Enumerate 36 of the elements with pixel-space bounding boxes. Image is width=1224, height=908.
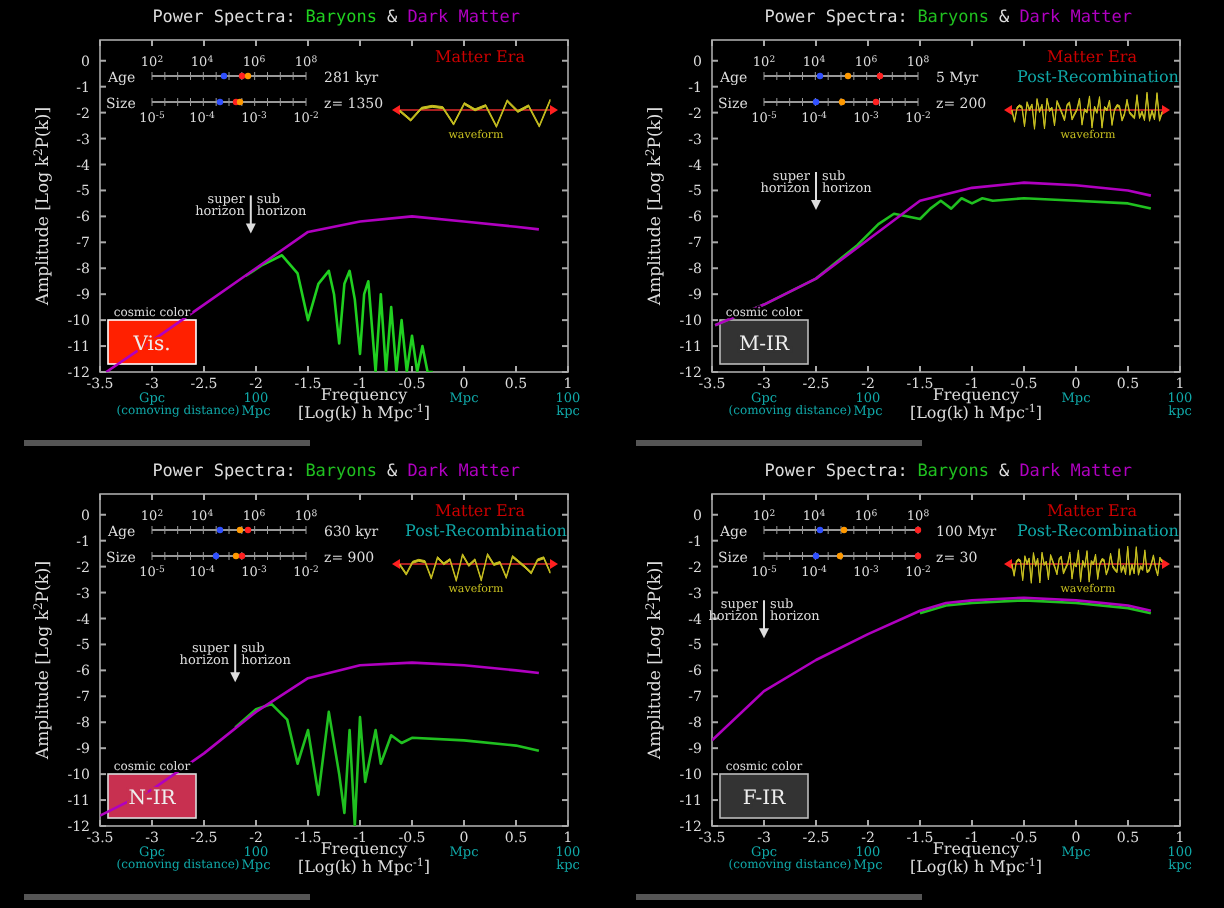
text: Baryons	[917, 8, 990, 28]
x-axis-title: Frequency [Log(k) h Mpc$^{-1}$]	[909, 840, 1043, 876]
line-series	[712, 596, 1153, 742]
x-axis-title: Frequency [Log(k) h Mpc$^{-1}$]	[909, 386, 1043, 422]
text: Baryons	[305, 462, 378, 482]
annotation: Matter Era	[435, 48, 526, 66]
chart-title: Power Spectra:	[152, 462, 296, 482]
line-series	[233, 702, 541, 826]
line-series	[244, 253, 435, 372]
line-series	[104, 215, 541, 372]
text: Dark Matter	[1019, 8, 1132, 28]
annotation: Matter Era	[1047, 502, 1138, 520]
text: &	[999, 8, 1011, 28]
text: Baryons	[305, 8, 378, 28]
text: &	[999, 462, 1011, 482]
annotation: Post-Recombination	[1017, 522, 1179, 540]
annotation: M-IR	[738, 334, 791, 356]
annotation: Matter Era	[435, 502, 526, 520]
text: Dark Matter	[1019, 462, 1132, 482]
x-axis-title: Frequency [Log(k) h Mpc$^{-1}$]	[297, 840, 431, 876]
annotation: F-IR	[742, 788, 787, 810]
annotation: Post-Recombination	[1017, 68, 1179, 86]
annotation: Matter Era	[1047, 48, 1138, 66]
chart-title: Power Spectra:	[764, 462, 908, 482]
line-series	[100, 661, 541, 817]
x-axis-title: Frequency [Log(k) h Mpc$^{-1}$]	[297, 386, 431, 422]
chart-title: Power Spectra:	[764, 8, 908, 28]
annotation: Post-Recombination	[405, 522, 567, 540]
text: &	[387, 462, 399, 482]
text: Baryons	[917, 462, 990, 482]
annotation: N-IR	[128, 788, 177, 810]
text: Dark Matter	[407, 462, 520, 482]
line-series	[918, 599, 1153, 615]
text: &	[387, 8, 399, 28]
text: Dark Matter	[407, 8, 520, 28]
chart-title: Power Spectra:	[152, 8, 296, 28]
